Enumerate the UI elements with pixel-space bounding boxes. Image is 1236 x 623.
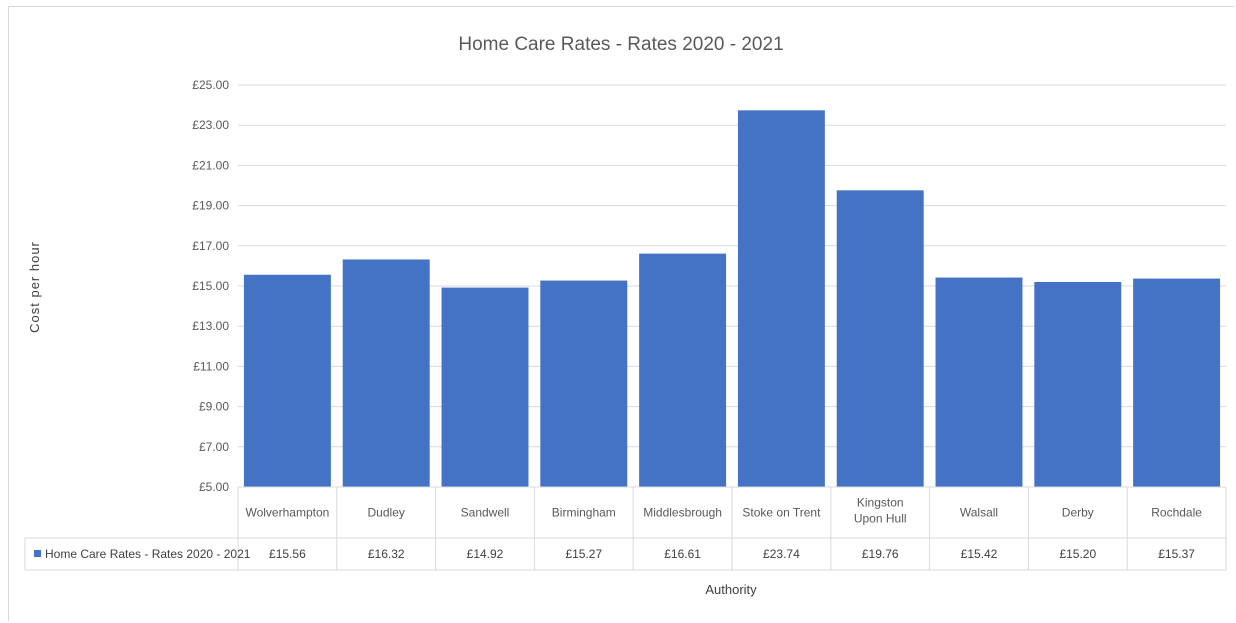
- category-label: Walsall: [960, 506, 998, 520]
- data-label: £15.42: [961, 547, 998, 561]
- y-tick-label: £9.00: [199, 400, 229, 414]
- bar: [935, 277, 1023, 487]
- bar: [1034, 281, 1122, 487]
- chart-frame: [8, 6, 1234, 621]
- y-axis-title: Cost per hour: [27, 241, 42, 333]
- data-label: £14.92: [467, 547, 504, 561]
- category-label: Derby: [1062, 506, 1094, 520]
- y-tick-label: £19.00: [192, 199, 229, 213]
- bar: [243, 274, 331, 487]
- category-label: Kingston Upon Hull: [854, 496, 907, 526]
- legend-key: [34, 550, 41, 557]
- data-table: Wolverhampton Dudley Sandwell Birmingham Mid…: [24, 486, 1227, 571]
- bar: [737, 110, 825, 488]
- bars: [243, 110, 1221, 488]
- category-label: Birmingham: [552, 506, 616, 520]
- data-label: £15.37: [1158, 547, 1195, 561]
- y-tick-label: £7.00: [199, 440, 229, 454]
- bar: [441, 287, 529, 487]
- data-label: £16.32: [368, 547, 405, 561]
- y-tick-label: £17.00: [192, 239, 229, 253]
- category-label: Stoke on Trent: [742, 506, 821, 520]
- y-tick-label: £13.00: [192, 319, 229, 333]
- data-label: £15.56: [269, 547, 306, 561]
- category-label: Rochdale: [1151, 506, 1202, 520]
- data-label: £15.20: [1059, 547, 1096, 561]
- bar: [540, 280, 628, 487]
- y-tick-label: £25.00: [192, 78, 229, 92]
- bar: [1133, 278, 1221, 487]
- bar: [836, 190, 924, 487]
- y-tick-label: £11.00: [193, 359, 229, 373]
- data-label: £19.76: [862, 547, 899, 561]
- bar: [342, 259, 430, 487]
- y-tick-labels: £5.00 £7.00 £9.00 £11.00 £13.00 £15.00 £17.00 £…: [192, 78, 229, 494]
- category-label: Dudley: [368, 506, 405, 520]
- category-label: Middlesbrough: [643, 506, 722, 520]
- data-label: £23.74: [763, 547, 800, 561]
- y-tick-label: £5.00: [199, 480, 229, 494]
- category-label: Wolverhampton: [245, 506, 329, 520]
- y-tick-label: £15.00: [192, 279, 229, 293]
- category-label: Sandwell: [461, 506, 510, 520]
- y-tick-label: £21.00: [192, 158, 229, 172]
- legend-series-name: Home Care Rates - Rates 2020 - 2021: [45, 547, 251, 561]
- bar: [639, 253, 727, 487]
- data-label: £15.27: [565, 547, 602, 561]
- chart-title: Home Care Rates - Rates 2020 - 2021: [458, 34, 783, 55]
- y-tick-label: £23.00: [192, 118, 229, 132]
- x-axis-title: Authority: [705, 582, 757, 597]
- data-label: £16.61: [664, 547, 701, 561]
